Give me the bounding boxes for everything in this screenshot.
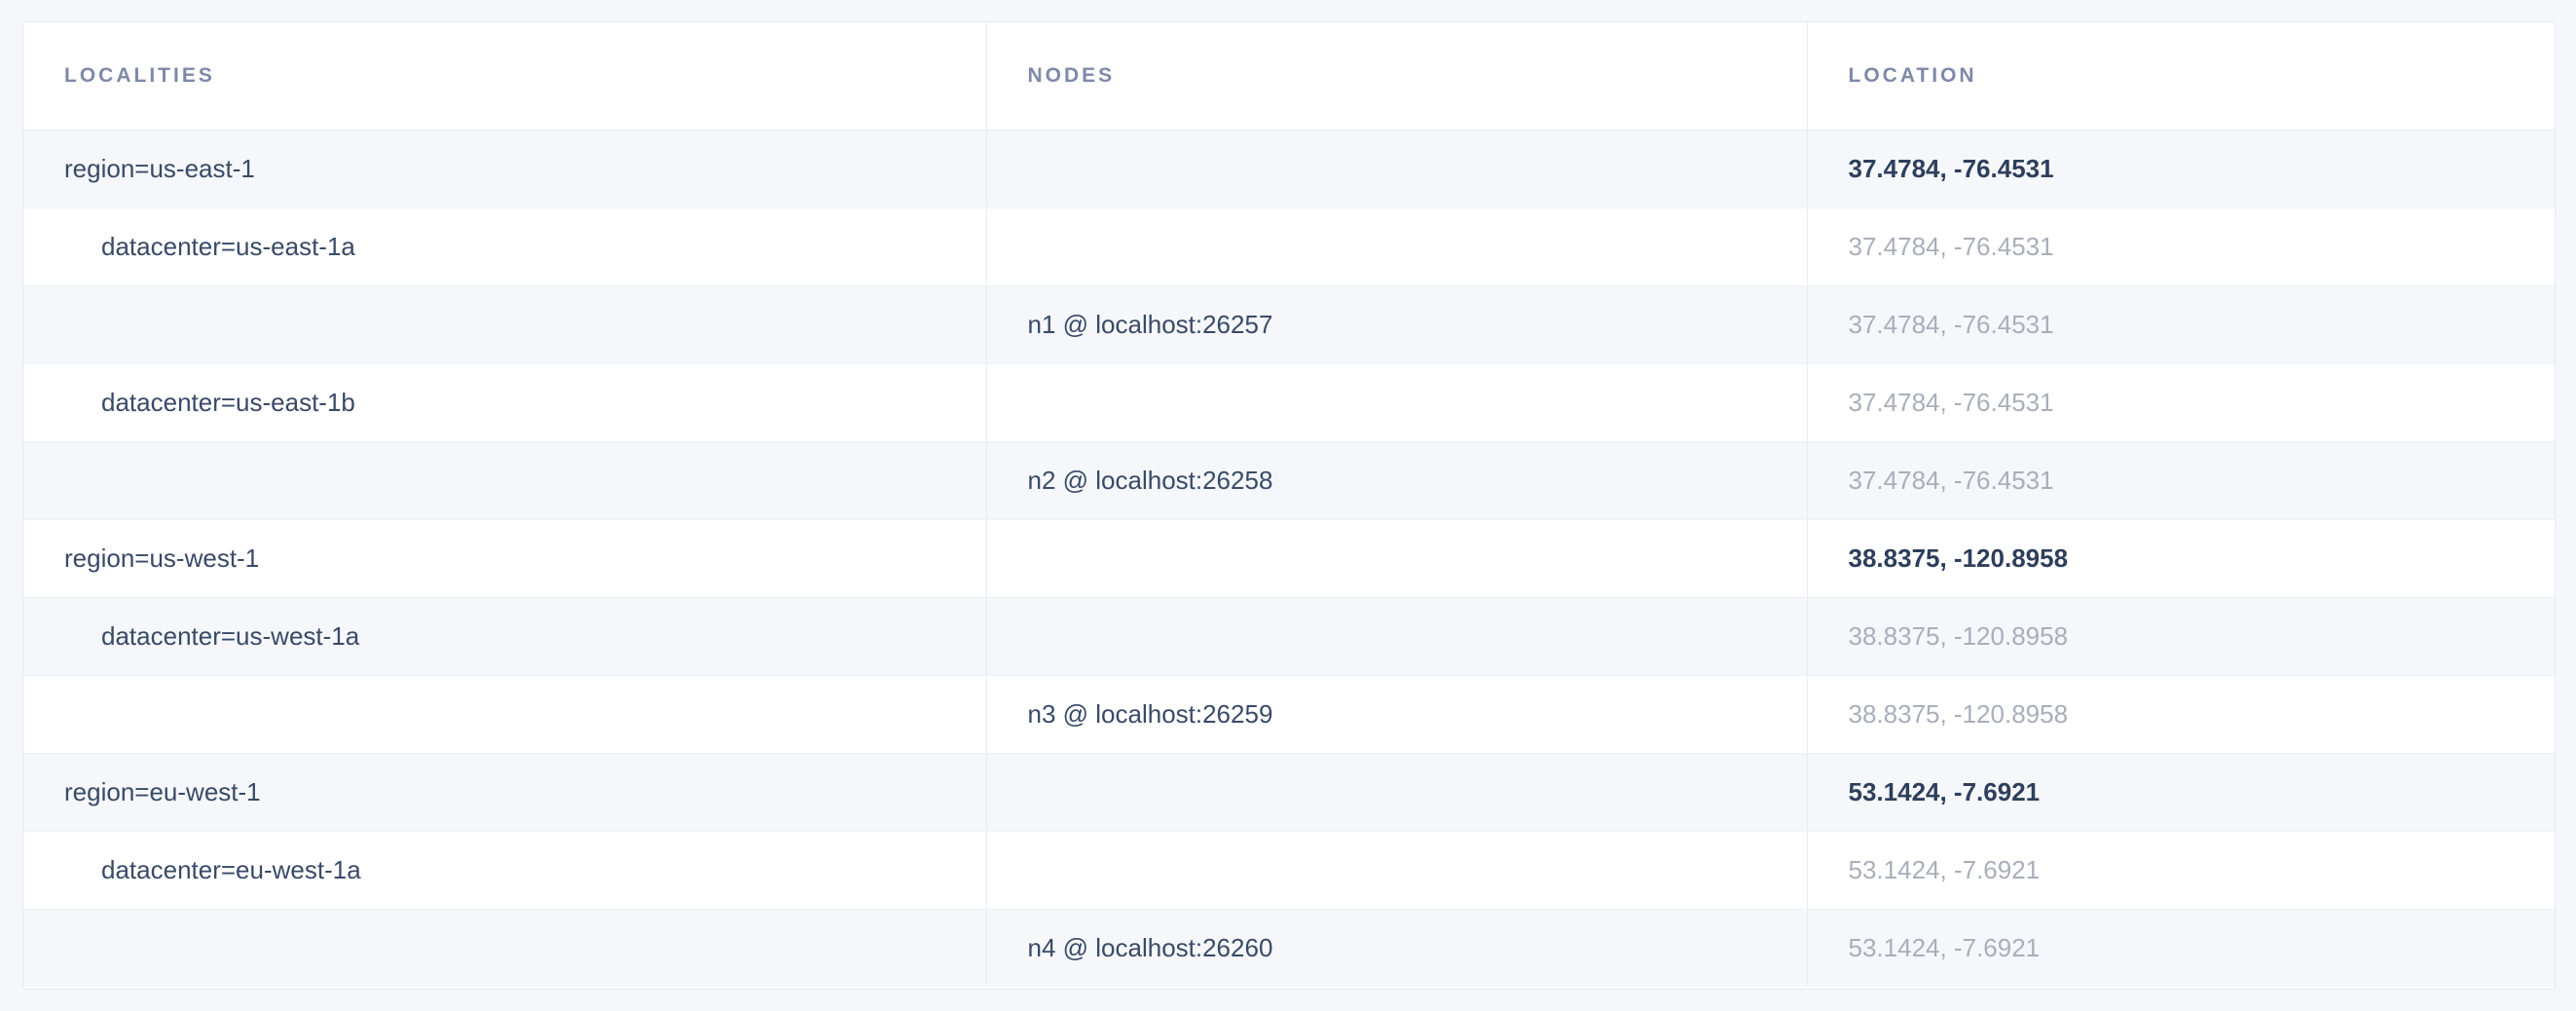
locality-label: region=us-west-1 bbox=[64, 543, 260, 573]
cell-node: n1 @ localhost:26257 bbox=[985, 285, 1807, 364]
locality-label: datacenter=us-west-1a bbox=[101, 620, 360, 651]
table-row[interactable]: n1 @ localhost:26257 37.4784, -76.4531 bbox=[23, 285, 2555, 364]
cell-locality bbox=[23, 909, 986, 987]
cell-location: 37.4784, -76.4531 bbox=[1806, 207, 2555, 286]
cell-location: 38.8375, -120.8958 bbox=[1806, 519, 2555, 598]
cell-node: n4 @ localhost:26260 bbox=[985, 909, 1807, 987]
locality-label: region=us-east-1 bbox=[64, 153, 255, 183]
cell-node bbox=[985, 363, 1807, 442]
cell-node bbox=[985, 597, 1807, 676]
node-label: n2 @ localhost:26258 bbox=[1027, 465, 1273, 495]
location-coordinates: 53.1424, -7.6921 bbox=[1848, 854, 2041, 884]
cell-locality: datacenter=eu-west-1a bbox=[23, 831, 986, 910]
column-header-location[interactable]: Location bbox=[1806, 22, 2555, 131]
cell-node: n2 @ localhost:26258 bbox=[985, 441, 1807, 520]
cell-locality: datacenter=us-east-1b bbox=[23, 363, 986, 442]
location-coordinates: 38.8375, -120.8958 bbox=[1848, 698, 2069, 729]
cell-locality: datacenter=us-east-1a bbox=[23, 207, 986, 286]
table-row[interactable]: datacenter=eu-west-1a 53.1424, -7.6921 bbox=[23, 831, 2555, 910]
cell-node bbox=[985, 519, 1807, 598]
node-label: n3 @ localhost:26259 bbox=[1027, 698, 1273, 729]
cell-location: 38.8375, -120.8958 bbox=[1806, 597, 2555, 676]
location-coordinates: 38.8375, -120.8958 bbox=[1848, 543, 2069, 573]
cell-location: 37.4784, -76.4531 bbox=[1806, 441, 2555, 520]
table-row[interactable]: datacenter=us-east-1a 37.4784, -76.4531 bbox=[23, 207, 2555, 286]
cell-node: n3 @ localhost:26259 bbox=[985, 675, 1807, 754]
location-coordinates: 38.8375, -120.8958 bbox=[1848, 620, 2069, 651]
location-coordinates: 53.1424, -7.6921 bbox=[1848, 776, 2041, 806]
localities-card: Localities Nodes Location region=us-east… bbox=[22, 21, 2556, 990]
cell-locality bbox=[23, 285, 986, 364]
cell-locality: region=us-east-1 bbox=[23, 130, 986, 208]
column-header-localities[interactable]: Localities bbox=[23, 22, 986, 131]
table-header: Localities Nodes Location bbox=[23, 22, 2555, 131]
table-row[interactable]: region=us-west-1 38.8375, -120.8958 bbox=[23, 519, 2555, 598]
table-row[interactable]: n4 @ localhost:26260 53.1424, -7.6921 bbox=[23, 909, 2555, 987]
table-row[interactable]: n2 @ localhost:26258 37.4784, -76.4531 bbox=[23, 441, 2555, 520]
cell-location: 37.4784, -76.4531 bbox=[1806, 285, 2555, 364]
cell-location: 53.1424, -7.6921 bbox=[1806, 753, 2555, 832]
location-coordinates: 53.1424, -7.6921 bbox=[1848, 932, 2041, 962]
cell-location: 37.4784, -76.4531 bbox=[1806, 363, 2555, 442]
cell-node bbox=[985, 130, 1807, 208]
cell-locality bbox=[23, 675, 986, 754]
column-header-nodes[interactable]: Nodes bbox=[985, 22, 1807, 131]
location-coordinates: 37.4784, -76.4531 bbox=[1848, 231, 2054, 261]
table-header-row: Localities Nodes Location bbox=[23, 22, 2555, 131]
cell-node bbox=[985, 207, 1807, 286]
cell-location: 38.8375, -120.8958 bbox=[1806, 675, 2555, 754]
cell-node bbox=[985, 753, 1807, 832]
table-row[interactable]: region=eu-west-1 53.1424, -7.6921 bbox=[23, 753, 2555, 832]
table-row[interactable]: datacenter=us-west-1a 38.8375, -120.8958 bbox=[23, 597, 2555, 676]
cell-locality: region=eu-west-1 bbox=[23, 753, 986, 832]
localities-table: Localities Nodes Location region=us-east… bbox=[23, 22, 2555, 987]
location-coordinates: 37.4784, -76.4531 bbox=[1848, 309, 2054, 339]
node-label: n1 @ localhost:26257 bbox=[1027, 309, 1273, 339]
locality-label: datacenter=us-east-1b bbox=[101, 387, 355, 417]
location-coordinates: 37.4784, -76.4531 bbox=[1848, 387, 2054, 417]
cell-location: 53.1424, -7.6921 bbox=[1806, 909, 2555, 987]
table-row[interactable]: datacenter=us-east-1b 37.4784, -76.4531 bbox=[23, 363, 2555, 442]
cell-locality: region=us-west-1 bbox=[23, 519, 986, 598]
location-coordinates: 37.4784, -76.4531 bbox=[1848, 153, 2054, 183]
cell-locality: datacenter=us-west-1a bbox=[23, 597, 986, 676]
location-coordinates: 37.4784, -76.4531 bbox=[1848, 465, 2054, 495]
node-label: n4 @ localhost:26260 bbox=[1027, 932, 1273, 962]
locality-label: datacenter=eu-west-1a bbox=[101, 854, 361, 884]
table-body: region=us-east-1 37.4784, -76.4531 datacen… bbox=[23, 130, 2555, 987]
cell-node bbox=[985, 831, 1807, 910]
table-row[interactable]: region=us-east-1 37.4784, -76.4531 bbox=[23, 130, 2555, 208]
locality-label: region=eu-west-1 bbox=[64, 776, 261, 806]
cell-locality bbox=[23, 441, 986, 520]
cell-location: 37.4784, -76.4531 bbox=[1806, 130, 2555, 208]
table-row[interactable]: n3 @ localhost:26259 38.8375, -120.8958 bbox=[23, 675, 2555, 754]
locality-label: datacenter=us-east-1a bbox=[101, 231, 355, 261]
cell-location: 53.1424, -7.6921 bbox=[1806, 831, 2555, 910]
